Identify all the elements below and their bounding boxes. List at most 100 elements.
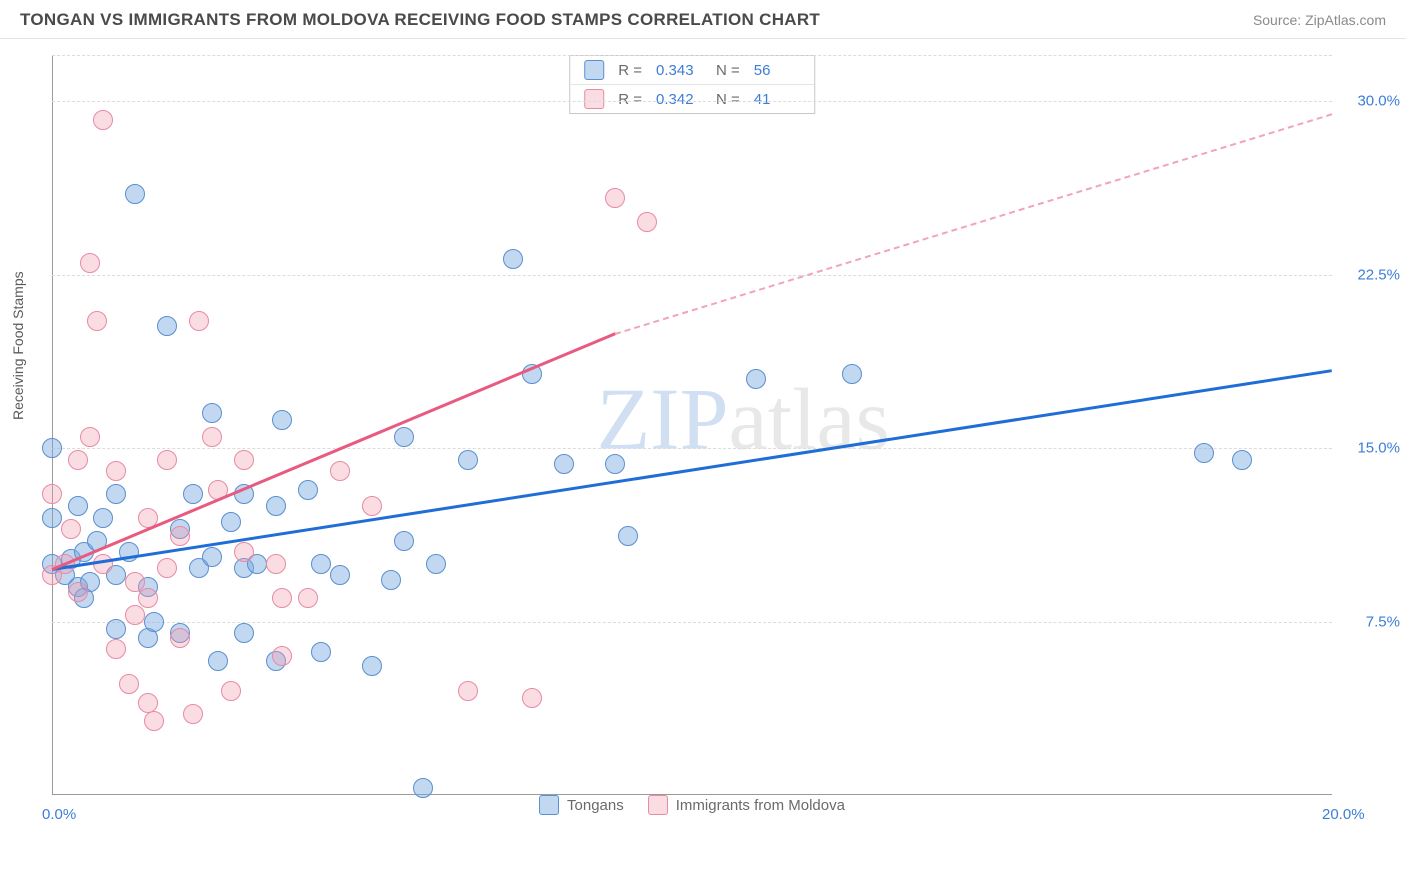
scatter-point [68, 496, 88, 516]
series-legend: Tongans Immigrants from Moldova [539, 795, 845, 815]
source-text: ZipAtlas.com [1305, 12, 1386, 28]
scatter-point [80, 253, 100, 273]
scatter-point [362, 656, 382, 676]
scatter-point [298, 480, 318, 500]
scatter-point [202, 403, 222, 423]
swatch-pink-icon [648, 795, 668, 815]
scatter-point [170, 526, 190, 546]
y-tick-label: 7.5% [1366, 613, 1400, 630]
scatter-point [266, 554, 286, 574]
scatter-point [157, 316, 177, 336]
grid-line [52, 275, 1332, 276]
scatter-point [458, 681, 478, 701]
scatter-point [554, 454, 574, 474]
n-value: 56 [754, 62, 800, 79]
scatter-point [330, 461, 350, 481]
legend-item-tongans: Tongans [539, 795, 624, 815]
scatter-point [394, 427, 414, 447]
scatter-point [208, 651, 228, 671]
scatter-point [42, 508, 62, 528]
scatter-point [234, 450, 254, 470]
scatter-point [381, 570, 401, 590]
scatter-point [522, 688, 542, 708]
stats-legend-box: R = 0.343 N = 56 R = 0.342 N = 41 [569, 55, 815, 114]
scatter-point [157, 558, 177, 578]
y-tick-label: 15.0% [1357, 440, 1400, 457]
source-attribution: Source: ZipAtlas.com [1253, 12, 1386, 28]
scatter-point [458, 450, 478, 470]
scatter-point [106, 639, 126, 659]
chart-header: TONGAN VS IMMIGRANTS FROM MOLDOVA RECEIV… [0, 0, 1406, 39]
scatter-point [144, 612, 164, 632]
scatter-point [68, 582, 88, 602]
scatter-point [157, 450, 177, 470]
x-tick-label: 20.0% [1322, 806, 1365, 823]
scatter-point [272, 410, 292, 430]
scatter-point [394, 531, 414, 551]
scatter-point [119, 674, 139, 694]
scatter-point [125, 184, 145, 204]
n-label: N = [716, 91, 740, 108]
scatter-point [80, 427, 100, 447]
scatter-point [221, 512, 241, 532]
scatter-point [266, 496, 286, 516]
scatter-point [42, 484, 62, 504]
x-tick-label: 0.0% [42, 806, 76, 823]
scatter-point [234, 542, 254, 562]
scatter-point [298, 588, 318, 608]
scatter-point [330, 565, 350, 585]
scatter-point [106, 461, 126, 481]
y-tick-label: 22.5% [1357, 266, 1400, 283]
scatter-point [61, 519, 81, 539]
n-label: N = [716, 62, 740, 79]
scatter-point [221, 681, 241, 701]
scatter-point [272, 646, 292, 666]
scatter-point [106, 619, 126, 639]
scatter-point [183, 484, 203, 504]
source-prefix: Source: [1253, 12, 1305, 28]
scatter-point [426, 554, 446, 574]
n-value: 41 [754, 91, 800, 108]
scatter-point [842, 364, 862, 384]
scatter-point [362, 496, 382, 516]
scatter-point [234, 623, 254, 643]
scatter-point [605, 454, 625, 474]
r-label: R = [618, 62, 642, 79]
r-value: 0.342 [656, 91, 702, 108]
scatter-point [93, 554, 113, 574]
scatter-point [125, 605, 145, 625]
trend-line [52, 333, 616, 571]
scatter-point [144, 711, 164, 731]
swatch-blue-icon [584, 60, 604, 80]
y-tick-label: 30.0% [1357, 93, 1400, 110]
legend-item-moldova: Immigrants from Moldova [648, 795, 845, 815]
scatter-point [413, 778, 433, 798]
scatter-point [138, 588, 158, 608]
scatter-point [68, 450, 88, 470]
scatter-point [311, 642, 331, 662]
chart-title: TONGAN VS IMMIGRANTS FROM MOLDOVA RECEIV… [20, 10, 820, 30]
scatter-point [503, 249, 523, 269]
grid-line [52, 55, 1332, 56]
scatter-point [42, 438, 62, 458]
scatter-point [87, 311, 107, 331]
swatch-blue-icon [539, 795, 559, 815]
scatter-point [202, 547, 222, 567]
scatter-point [1194, 443, 1214, 463]
scatter-point [93, 110, 113, 130]
swatch-pink-icon [584, 89, 604, 109]
scatter-point [637, 212, 657, 232]
chart-area: ZIPatlas R = 0.343 N = 56 R = 0.342 N = … [52, 55, 1332, 815]
r-label: R = [618, 91, 642, 108]
scatter-point [618, 526, 638, 546]
stats-row-tongans: R = 0.343 N = 56 [570, 56, 814, 84]
y-axis-label: Receiving Food Stamps [10, 271, 26, 420]
stats-row-moldova: R = 0.342 N = 41 [570, 84, 814, 113]
r-value: 0.343 [656, 62, 702, 79]
scatter-point [605, 188, 625, 208]
legend-label: Immigrants from Moldova [676, 797, 845, 814]
scatter-point [1232, 450, 1252, 470]
legend-label: Tongans [567, 797, 624, 814]
scatter-point [189, 311, 209, 331]
watermark: ZIPatlas [597, 369, 890, 470]
